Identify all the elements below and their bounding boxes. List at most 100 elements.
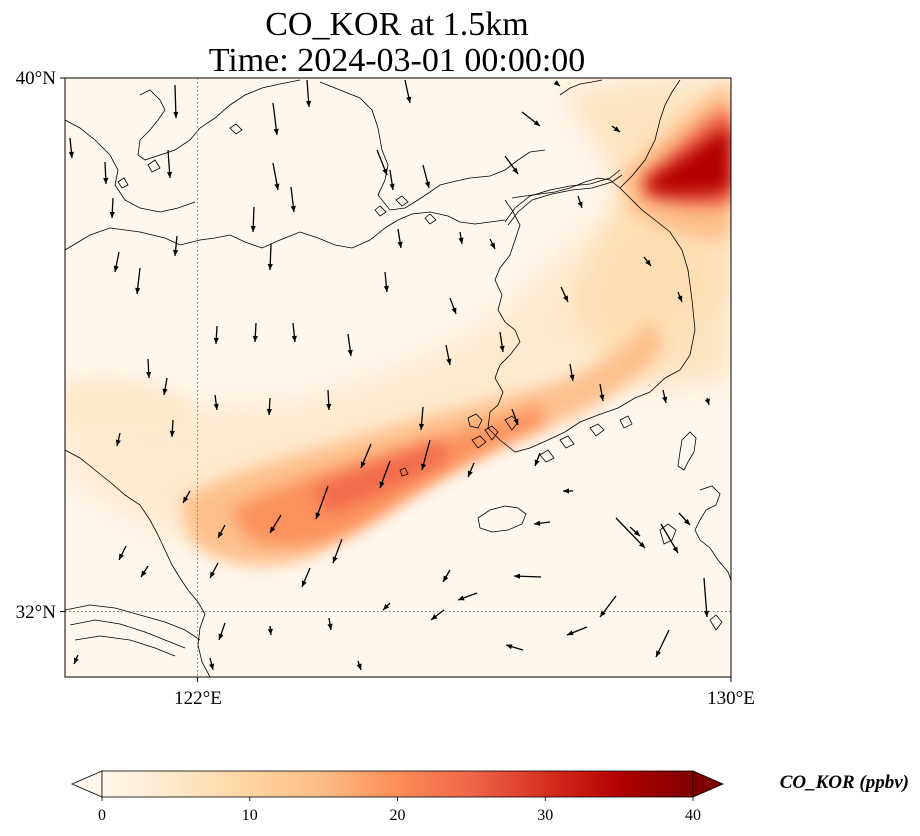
wind-vector-head (513, 418, 519, 425)
wind-vector-head (534, 459, 540, 466)
wind-vector-head (499, 345, 505, 352)
lat-tick-32n: 32°N (16, 602, 57, 623)
colorbar: 0 10 20 30 40 CO_KOR (ppbv) (70, 770, 909, 824)
coastline-korea-north-inlet (559, 79, 603, 96)
wind-vector-head (446, 358, 452, 365)
coastlines (65, 79, 731, 677)
wind-vector-head (213, 403, 219, 410)
colorbar-tick-20: 20 (390, 807, 406, 824)
wind-vector-head (213, 337, 219, 344)
wind-vector-head (305, 100, 312, 107)
coastline-korea-east-north (619, 79, 681, 189)
wind-vector-head (703, 610, 710, 617)
wind-vector (615, 517, 646, 549)
wind-vector-head (656, 650, 661, 657)
wind-vector-head (274, 183, 280, 190)
wind-vector-head (210, 571, 216, 578)
co-hotspot-ne-core (648, 125, 731, 195)
wind-vector-head (141, 570, 147, 577)
yalu-river (504, 169, 621, 223)
wind-vector-head (662, 396, 668, 403)
wind-vector-head (169, 430, 175, 437)
wind-vector-head (563, 295, 568, 302)
wind-vector-head (684, 518, 690, 525)
wind-vector-head (270, 526, 276, 533)
wind-vector-head (109, 211, 115, 218)
wind-vector-head (327, 623, 333, 630)
wind-vector-head (577, 201, 583, 208)
wind-vector-head (347, 349, 353, 356)
wind-vector-head (68, 151, 74, 158)
wind-vector-head (218, 531, 224, 538)
wind-vector-head (645, 259, 651, 266)
wind-vector-head (512, 167, 518, 174)
wind-vector-head (209, 663, 215, 670)
wind-vector-head (252, 335, 258, 342)
wind-vector-head (569, 374, 575, 381)
wind-vector-head (467, 470, 473, 477)
colorbar-tick-40: 40 (685, 807, 701, 824)
wind-vector-head (383, 603, 390, 610)
wind-vector-head (273, 128, 279, 135)
colorbar-gradient (101, 770, 694, 798)
colorbar-extend-max (692, 770, 725, 798)
wind-vector-head (332, 556, 338, 563)
coastline-north (65, 211, 506, 251)
co-plume-band-max (310, 440, 450, 512)
colorbar-tick-0: 0 (98, 807, 106, 824)
wind-vector-head (704, 398, 710, 405)
wind-vector-head (119, 553, 125, 560)
wind-vector-head (397, 241, 403, 248)
colorbar-tick-10: 10 (242, 807, 258, 824)
wind-vector-head (613, 126, 620, 132)
wind-vector-head (115, 439, 121, 446)
wind-vector-head (421, 463, 427, 470)
wind-vector-head (267, 628, 273, 635)
wind-vector-head (553, 80, 560, 86)
wind-vector-head (383, 285, 389, 292)
wind-vector-head (451, 307, 457, 314)
wind-vector-head (250, 225, 256, 232)
wind-vector-head (290, 205, 296, 212)
wind-vector-head (315, 512, 321, 519)
wind-vectors (68, 79, 710, 671)
wind-vector-head (633, 530, 640, 536)
coastline-jeju (477, 505, 527, 533)
colorbar-extend-min (70, 770, 103, 798)
wind-vector-head (103, 177, 109, 184)
wind-vector-head (113, 265, 119, 272)
coastline-shandong (65, 119, 196, 213)
colorbar-label: CO_KOR (ppbv) (780, 772, 909, 793)
wind-vector-head (406, 96, 412, 103)
wind-vector-head (173, 249, 179, 256)
lon-tick-130e: 130°E (707, 688, 755, 709)
wind-vector-head (326, 403, 332, 410)
wind-vector-head (599, 394, 605, 401)
wind-vector-head (563, 488, 569, 494)
wind-vector-head (534, 520, 541, 526)
wind-vector-head (173, 111, 179, 118)
wind-vector-head (379, 481, 385, 488)
wind-vector-head (301, 580, 307, 587)
wind-vector-head (677, 295, 683, 302)
coastline-liaodong (319, 81, 546, 211)
wind-vector-head (600, 610, 606, 617)
wind-vector-head (533, 120, 540, 126)
wind-vector-head (458, 595, 465, 601)
map-title-line2: Time: 2024-03-01 00:00:00 (208, 42, 586, 79)
map-plot-area (65, 78, 731, 677)
wind-vector-head (162, 388, 168, 395)
co-plume-west (65, 376, 190, 430)
colorbar-tick-30: 30 (537, 807, 553, 824)
wind-vector-head (166, 171, 173, 178)
wind-vector-head (218, 633, 224, 640)
wind-vector-head (443, 575, 449, 582)
coastline-tsushima (677, 431, 697, 471)
wind-vector-head (74, 657, 79, 664)
co-plume-background (65, 110, 731, 546)
wind-vector-head (672, 546, 678, 553)
wind-vector-head (506, 644, 513, 650)
wind-vector-head (267, 263, 273, 270)
axis-ticks (60, 77, 732, 682)
